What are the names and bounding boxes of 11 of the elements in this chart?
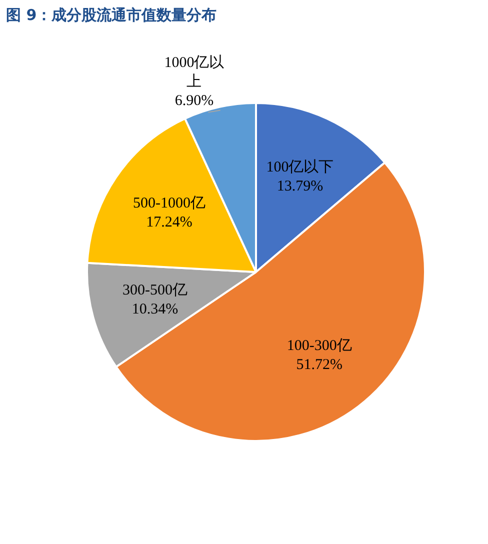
chart-title: 图 9：成分股流通市值数量分布: [6, 6, 217, 25]
slice-label: 500-1000亿: [133, 196, 206, 212]
data-label: 10.34%: [132, 301, 178, 318]
data-label: 17.24%: [146, 214, 192, 231]
slice-label: 1000亿以上: [164, 54, 224, 90]
data-label: 6.90%: [174, 93, 214, 110]
data-label: 13.79%: [276, 178, 324, 194]
slice-label: 100亿以下: [266, 158, 334, 176]
slice-label: 100-300亿: [286, 338, 352, 354]
slice-label: 300-500亿: [122, 282, 188, 298]
data-label: 51.72%: [296, 356, 343, 373]
